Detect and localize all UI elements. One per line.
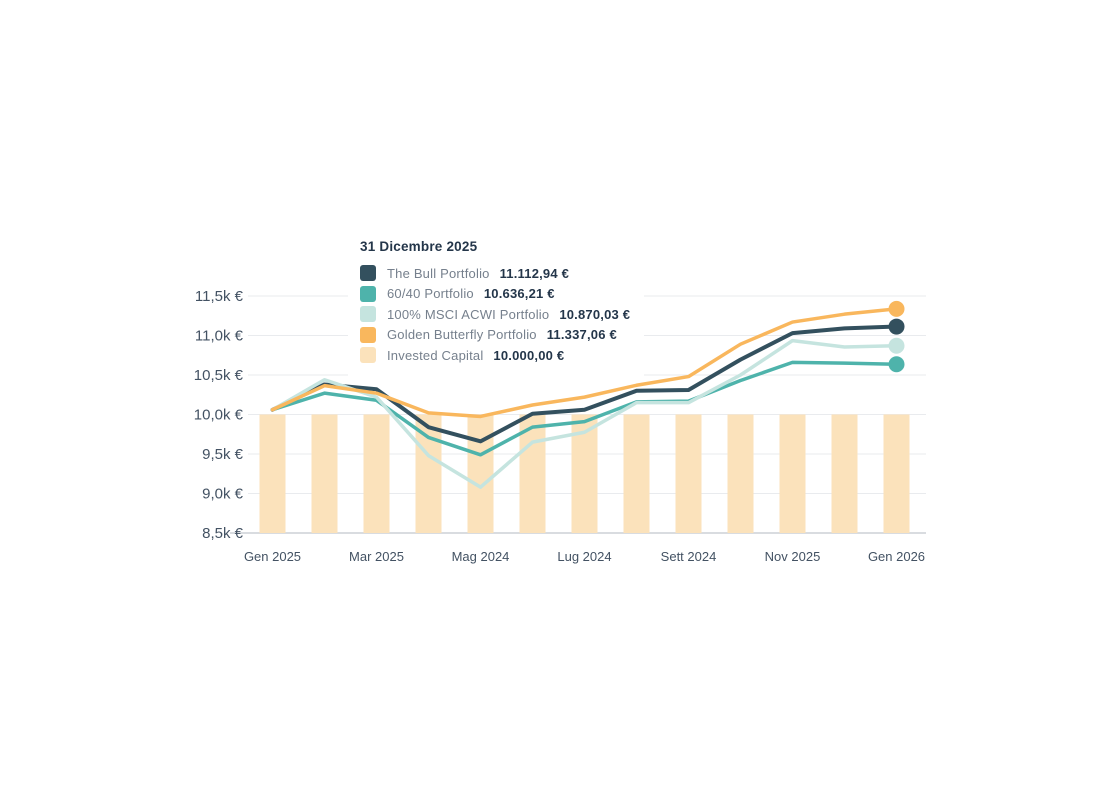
tooltip-rows: The Bull Portfolio 11.112,94 € 60/40 Portf…	[360, 265, 630, 364]
invested-capital-bar	[623, 414, 650, 533]
series-label: The Bull Portfolio	[387, 265, 490, 281]
series-value: 11.337,06 €	[546, 327, 617, 343]
x-tick-label: Gen 2026	[868, 549, 925, 564]
invested-capital-bar	[883, 414, 910, 533]
x-tick-label: Sett 2024	[661, 549, 717, 564]
series-line-60-40-portfolio	[270, 360, 899, 457]
invested-capital-bar	[311, 414, 338, 533]
series-end-dot-golden-butterfly-portfolio	[888, 300, 905, 317]
x-tick-label: Gen 2025	[244, 549, 301, 564]
invested-capital-bar	[675, 414, 702, 533]
series-value: 11.112,94 €	[499, 265, 570, 281]
y-tick-label: 8,5k €	[202, 525, 244, 542]
series-value: 10.870,03 €	[559, 306, 631, 322]
y-tick-label: 11,5k €	[195, 288, 244, 305]
tooltip-row: 60/40 Portfolio 10.636,21 €	[360, 285, 630, 303]
series-color-swatch	[360, 326, 376, 343]
tooltip-row: Golden Butterfly Portfolio 11.337,06 €	[360, 326, 630, 344]
series-line-100-msci-acwi-portfolio	[270, 338, 899, 489]
invested-capital-bar	[727, 414, 754, 533]
x-tick-label: Lug 2024	[557, 549, 611, 564]
series-end-dot-100-msci-acwi-portfolio	[888, 337, 905, 354]
series-value: 10.636,21 €	[483, 286, 555, 302]
y-tick-label: 9,5k €	[202, 446, 244, 463]
invested-capital-bar	[259, 414, 286, 533]
series-label: 60/40 Portfolio	[387, 286, 474, 302]
series-color-swatch	[360, 285, 376, 302]
series-label: 100% MSCI ACWI Portfolio	[387, 306, 550, 322]
invested-capital-bar	[831, 414, 858, 533]
tooltip-row: The Bull Portfolio 11.112,94 €	[360, 265, 630, 282]
series-color-swatch	[360, 306, 376, 323]
x-tick-label: Nov 2025	[765, 549, 821, 564]
y-tick-label: 9,0k €	[202, 486, 244, 503]
tooltip-row: 100% MSCI ACWI Portfolio 10.870,03 €	[360, 306, 630, 323]
tooltip-row: Invested Capital 10.000,00 €	[360, 347, 630, 364]
y-tick-label: 10,0k €	[194, 407, 244, 424]
invested-capital-bar	[363, 414, 390, 533]
chart-tooltip: 31 Dicembre 2025 The Bull Portfolio 11.11…	[348, 233, 645, 378]
series-value: 10.000,00 €	[493, 347, 565, 363]
series-line-the-bull-portfolio	[270, 324, 899, 444]
tooltip-date: 31 Dicembre 2025	[360, 239, 478, 254]
invested-capital-bar	[519, 414, 546, 533]
series-label: Invested Capital	[387, 347, 484, 363]
invested-capital-bar	[467, 414, 494, 533]
x-tick-label: Mar 2025	[349, 549, 404, 564]
series-label: Golden Butterfly Portfolio	[387, 327, 537, 343]
y-tick-label: 11,0k €	[195, 328, 244, 345]
invested-capital-bar	[415, 414, 442, 533]
y-tick-label: 10,5k €	[194, 367, 244, 384]
series-color-swatch	[360, 347, 376, 364]
series-color-swatch	[360, 265, 376, 282]
x-tick-label: Mag 2024	[452, 549, 510, 564]
invested-capital-bar	[779, 414, 806, 533]
series-line-golden-butterfly-portfolio	[270, 307, 899, 419]
series-end-dot-the-bull-portfolio	[888, 318, 905, 335]
series-end-dot-60-40-portfolio	[888, 356, 905, 373]
